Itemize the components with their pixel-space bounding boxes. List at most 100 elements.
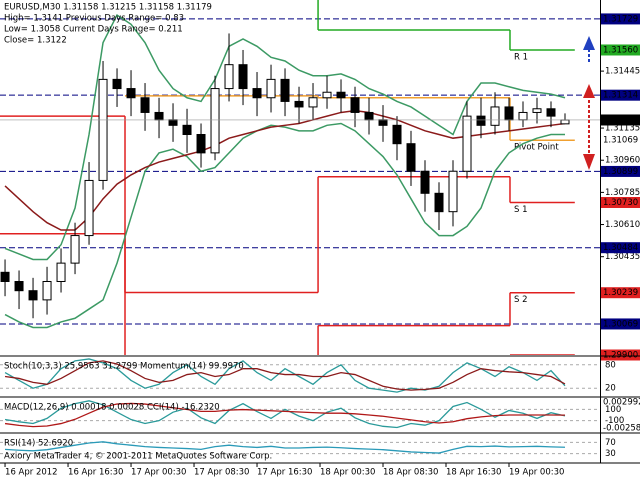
up-arrow-head	[583, 36, 595, 50]
indicator-line	[4, 402, 566, 428]
price-tag	[601, 318, 640, 330]
candle-body	[154, 111, 164, 121]
y2-tick-label: -0.002581	[603, 424, 640, 434]
price-tag	[601, 349, 640, 361]
down-arrow-head-top	[583, 84, 595, 98]
candle-body	[70, 235, 80, 264]
candle-body	[14, 281, 24, 292]
y-tick-label: 1.31445	[605, 67, 640, 77]
price-panel: R 1 Pivot Point S 1 S 2	[0, 0, 600, 355]
candle-body	[308, 97, 318, 108]
x-tick-label: 18 Apr 00:30	[320, 468, 375, 478]
y-tick-label: 30	[605, 449, 616, 459]
x-tick-label: 18 Apr 08:30	[383, 468, 438, 478]
macd-panel	[0, 400, 600, 429]
y-tick-label: -100	[605, 416, 624, 426]
candle-body	[140, 97, 150, 113]
price-tag-label: 1.30239	[603, 288, 638, 298]
candle-body	[504, 106, 514, 121]
y-tick-label: 100	[605, 405, 621, 415]
overlay-line	[4, 122, 566, 329]
overlay-line	[4, 13, 566, 261]
rsi-panel	[0, 441, 600, 455]
price-tag-label: 1.30730	[603, 198, 638, 208]
candle-body	[28, 290, 38, 301]
price-tag-label: 1.31729	[603, 14, 638, 24]
price-tag	[601, 114, 640, 126]
candle-body	[266, 78, 276, 99]
header-line: Close= 1.3122	[4, 36, 67, 46]
signal-arrows	[583, 36, 595, 170]
frame	[0, 0, 640, 464]
header-line: High= 1.3141 Previous Days Range= 0.83	[4, 14, 184, 24]
indicator-title: Stoch(10,3,3) 25.9563 31.2799 Momentum(1…	[4, 362, 244, 372]
y-tick-label: 1.30610	[605, 220, 640, 230]
indicator-title: RSI(14) 52.6920	[4, 439, 73, 449]
x-tick-label: 17 Apr 00:30	[131, 468, 186, 478]
candle-body	[462, 115, 472, 172]
y-tick-label: 1.30435	[605, 252, 640, 262]
x-tick-label: 19 Apr 00:30	[509, 468, 564, 478]
price-tag-label: 1.31069	[603, 136, 638, 146]
price-tag	[601, 44, 640, 56]
candle-body	[490, 106, 500, 126]
y-tick-label: 70	[605, 438, 616, 448]
candle-body	[210, 88, 220, 154]
candle-body	[350, 97, 360, 113]
candle-body	[364, 111, 374, 121]
candle-body	[98, 78, 108, 181]
current-price-label: 1.31179	[603, 115, 638, 125]
price-tag	[601, 287, 640, 299]
down-arrow-head	[583, 154, 595, 170]
candle-body	[168, 119, 178, 126]
candle-body	[238, 64, 248, 90]
price-tag	[601, 134, 640, 146]
indicator-title: MACD(12,26,9) 0.00018 0.00028 CCI(14) -1…	[4, 403, 220, 413]
candle-body	[42, 281, 52, 301]
candle-body	[420, 170, 430, 194]
level-label: S 2	[514, 295, 528, 305]
y-tick-label: 1.30960	[605, 156, 640, 166]
level-label: Pivot Point	[514, 143, 559, 153]
price-tag-label: 1.31314	[603, 91, 638, 101]
candle-body	[126, 88, 136, 99]
candle-body	[252, 88, 262, 99]
candle-body	[84, 179, 94, 237]
indicator-line	[4, 400, 566, 429]
x-tick-label: 17 Apr 16:30	[257, 468, 312, 478]
price-tag-label: 1.31560	[603, 45, 638, 55]
y-tick-label: 1.30785	[605, 188, 640, 198]
labels: EURUSD,M30 1.31158 1.31215 1.31158 1.311…	[4, 3, 640, 478]
candle-body	[322, 91, 332, 99]
candle-body	[434, 192, 444, 213]
price-tag-label: 1.30069	[603, 319, 638, 329]
candle-body	[392, 124, 402, 145]
price-tag-label: 1.30899	[603, 167, 638, 177]
candle-body	[406, 143, 416, 172]
candle-body	[112, 78, 122, 90]
price-tag	[601, 196, 640, 208]
overlay-line	[4, 109, 566, 231]
x-tick-label: 17 Apr 08:30	[194, 468, 249, 478]
price-tag-label: 1.30484	[603, 243, 638, 253]
candle-body	[546, 108, 556, 117]
indicator-line	[5, 441, 566, 454]
candle-body	[336, 91, 346, 99]
x-tick-label: 18 Apr 16:30	[446, 468, 501, 478]
level-label: R 1	[514, 52, 528, 62]
indicator-line	[4, 360, 566, 391]
stoch-panel	[0, 358, 600, 393]
x-tick-label: 16 Apr 2012	[5, 468, 58, 478]
price-tag	[601, 242, 640, 254]
candle-body	[56, 262, 66, 283]
y-tick-label: 20	[605, 384, 616, 394]
candle-body	[196, 134, 206, 154]
candle-body	[476, 115, 486, 126]
price-tag	[601, 89, 640, 101]
candle-body	[518, 111, 528, 121]
y-tick-label: 80	[605, 360, 616, 370]
chart-title: EURUSD,M30 1.31158 1.31215 1.31158 1.311…	[4, 3, 212, 13]
candle-body	[0, 271, 10, 283]
y-tick-label: 1.31135	[605, 124, 640, 134]
